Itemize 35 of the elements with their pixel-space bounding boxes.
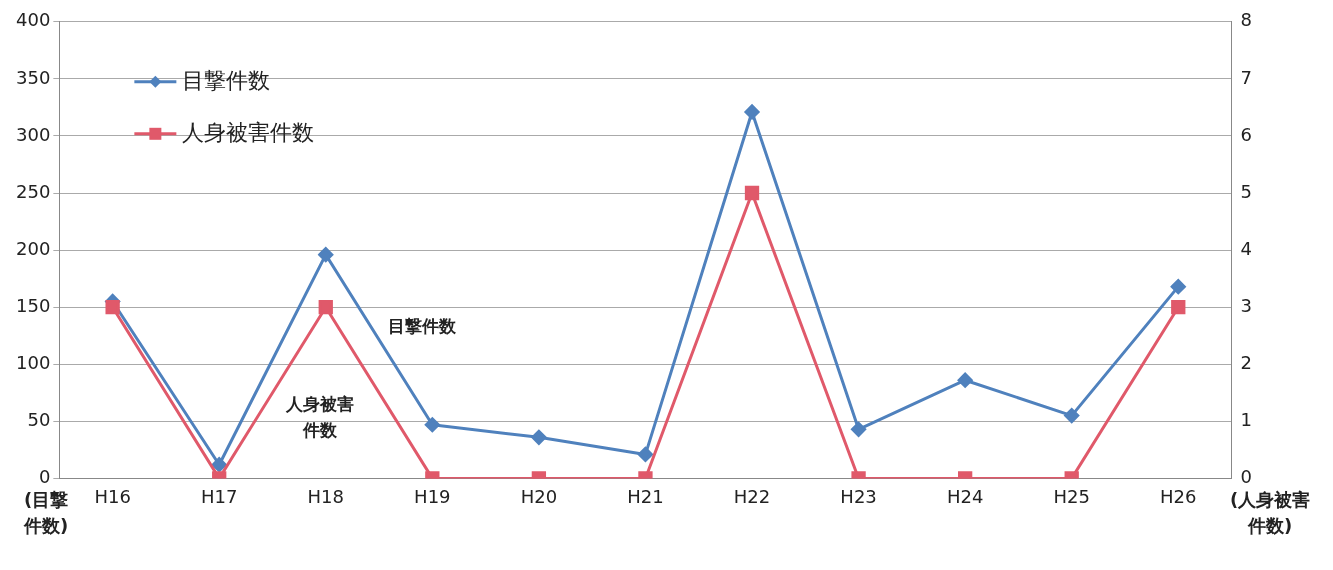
x-tick-label: H19 (414, 485, 451, 507)
y-tick-label: 100 (16, 351, 51, 373)
legend-label: 目撃件数 (182, 67, 271, 93)
x-tick-label: H25 (1053, 485, 1090, 507)
x-tick-label: H16 (94, 485, 131, 507)
x-tick-label: H22 (733, 485, 771, 507)
y-tick-label: 250 (16, 180, 51, 202)
x-tick-label: H18 (307, 485, 344, 507)
annotation: 目撃件数 (387, 316, 457, 337)
legend-label: 人身被害件数 (182, 119, 315, 145)
y-tick-label: 0 (38, 466, 51, 488)
y-tick-label: 50 (27, 409, 51, 430)
x-tick-label: H26 (1160, 485, 1197, 507)
y2-tick-label: 0 (1240, 466, 1252, 488)
y2-tick-label: 5 (1240, 180, 1252, 202)
y-tick-label: 150 (16, 294, 51, 316)
y-tick-label: 350 (16, 66, 51, 88)
y2-tick-label: 2 (1240, 351, 1252, 373)
x-tick-label: H21 (627, 485, 664, 507)
x-tick-label: H20 (520, 485, 558, 507)
y-tick-label: 200 (16, 237, 51, 259)
y2-tick-label: 7 (1240, 66, 1252, 88)
y2-tick-label: 8 (1240, 9, 1252, 31)
y2-tick-label: 1 (1240, 409, 1252, 430)
y-axis-title: (目撃件数) (22, 489, 69, 537)
y-tick-label: 300 (16, 123, 51, 145)
y2-tick-label: 3 (1240, 294, 1252, 316)
x-tick-label: H17 (200, 485, 238, 507)
y-tick-label: 400 (16, 9, 51, 31)
y2-axis-title: (人身被害件数) (1229, 489, 1311, 537)
y2-tick-label: 4 (1240, 237, 1252, 259)
x-tick-label: H24 (946, 485, 984, 507)
annotation: 人身被害件数 (285, 394, 355, 441)
y2-tick-label: 6 (1240, 123, 1252, 145)
x-tick-label: H23 (840, 485, 877, 507)
